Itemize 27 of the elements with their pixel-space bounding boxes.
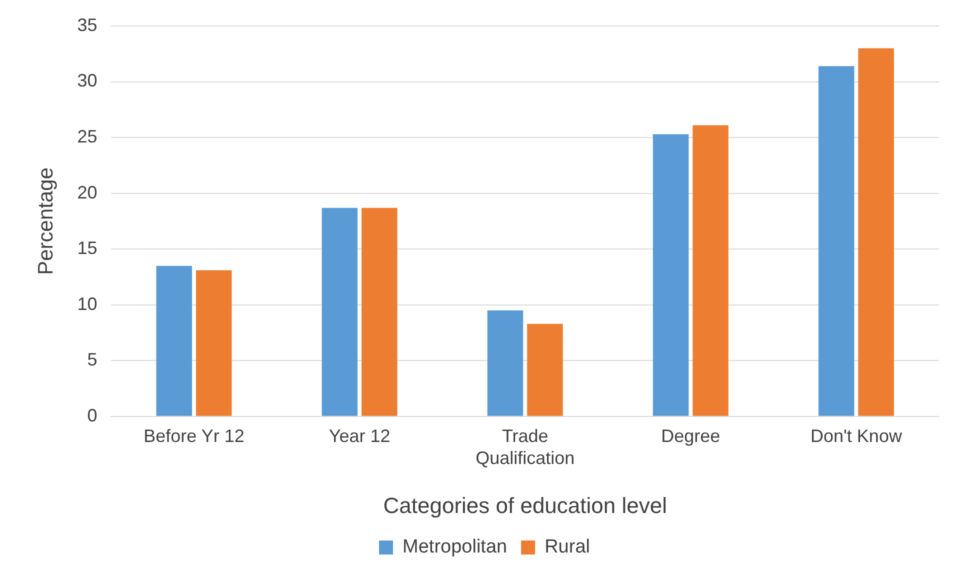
y-axis-title: Percentage (34, 167, 58, 275)
bar (818, 66, 854, 416)
bar (156, 266, 192, 416)
legend-label: Rural (544, 536, 590, 558)
legend-label: Metropolitan (402, 536, 508, 558)
x-tick-label: Trade Qualification (476, 426, 575, 468)
bar (362, 208, 398, 416)
y-tick-label: 10 (77, 294, 98, 314)
x-axis-title: Categories of education level (383, 492, 667, 518)
y-tick-label: 35 (77, 14, 98, 35)
y-tick-label: 0 (87, 405, 98, 426)
y-tick-label: 15 (77, 238, 98, 258)
y-tick-label: 20 (77, 182, 98, 202)
x-tick-label: Degree (661, 426, 720, 446)
bar (487, 310, 524, 416)
x-tick-label: Year 12 (328, 426, 390, 446)
y-tick-label: 30 (77, 70, 98, 91)
y-tick-label: 25 (77, 126, 98, 147)
bar (692, 125, 728, 416)
x-tick-label: Before Yr 12 (144, 426, 244, 446)
x-tick-label: Don't Know (810, 426, 903, 446)
bar (196, 270, 232, 416)
bar (652, 134, 689, 416)
bar (527, 324, 563, 416)
bar (322, 208, 358, 416)
bar (858, 48, 894, 416)
y-tick-label: 5 (87, 350, 98, 370)
